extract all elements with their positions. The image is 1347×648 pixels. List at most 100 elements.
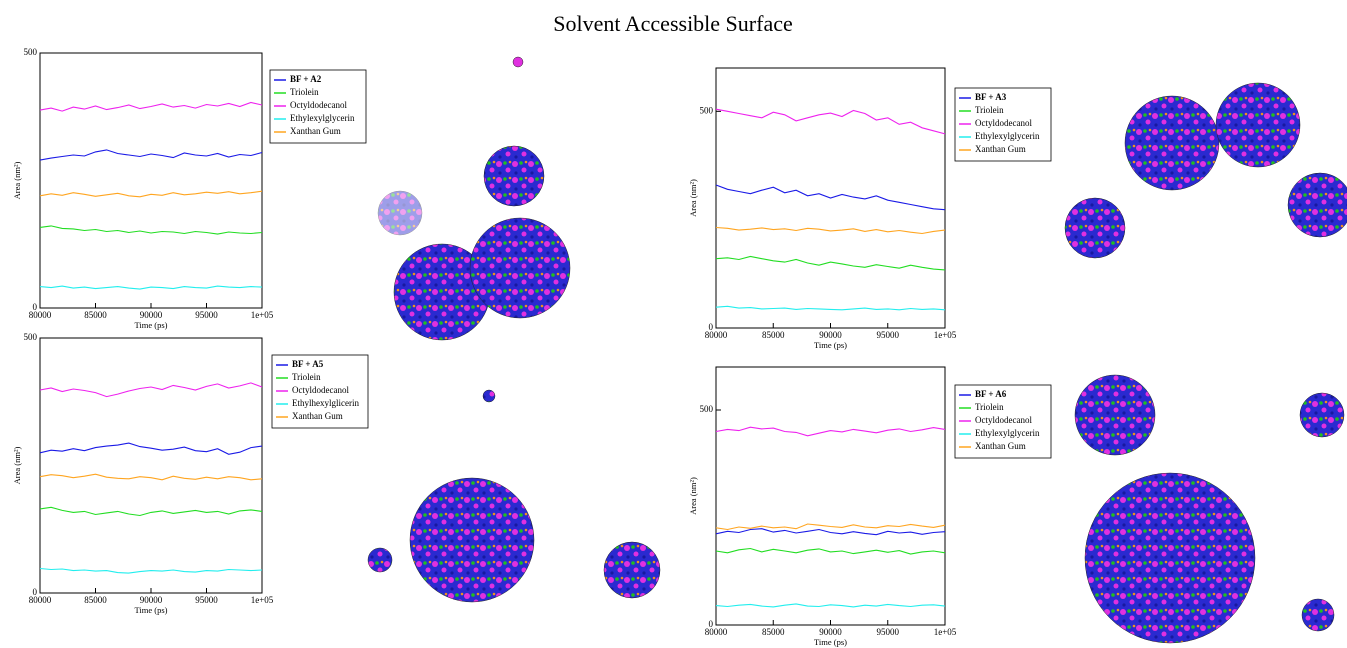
droplet — [483, 145, 545, 207]
series-line — [39, 473, 263, 481]
x-tick-label: 80000 — [705, 627, 728, 637]
legend-label: BF + A5 — [292, 359, 324, 369]
legend-label: Xanthan Gum — [292, 411, 343, 421]
y-axis-label: Area (nm²) — [688, 477, 698, 515]
legend-label: Xanthan Gum — [975, 144, 1026, 154]
legend-label: Triolein — [290, 87, 319, 97]
legend-label: Ethylhexylglicerin — [292, 398, 359, 408]
droplet — [409, 477, 535, 603]
y-axis-label: Area (nm²) — [12, 446, 22, 484]
x-axis-label: Time (ps) — [135, 605, 168, 615]
y-tick-label: 0 — [33, 587, 38, 597]
legend-label: Octyldodecanol — [290, 100, 347, 110]
series-line — [39, 506, 263, 517]
x-tick-label: 90000 — [140, 595, 163, 605]
series-line — [39, 225, 263, 235]
x-tick-label: 80000 — [705, 330, 728, 340]
x-tick-label: 85000 — [762, 330, 785, 340]
y-tick-label: 500 — [700, 105, 714, 115]
y-tick-label: 500 — [24, 332, 38, 342]
fragment — [512, 56, 524, 68]
legend-label: Octyldodecanol — [975, 415, 1032, 425]
series-line — [715, 528, 946, 536]
legend-label: BF + A6 — [975, 389, 1007, 399]
plot-area — [39, 337, 263, 594]
droplet — [603, 541, 661, 599]
x-tick-label: 90000 — [140, 310, 163, 320]
legend-label: Ethylexylglycerin — [975, 428, 1040, 438]
figure-title: Solvent Accessible Surface — [553, 11, 793, 36]
chart: 80000 85000 90000 95000 1e+05 0 500 Time (ps) Ar… — [688, 67, 1052, 350]
droplet — [1124, 95, 1220, 191]
legend-label: Xanthan Gum — [290, 126, 341, 136]
x-tick-label: 1e+05 — [251, 595, 274, 605]
y-tick-label: 500 — [700, 404, 714, 414]
x-axis-label: Time (ps) — [135, 320, 168, 330]
x-tick-label: 95000 — [195, 310, 218, 320]
series-line — [715, 305, 946, 311]
legend-label: Triolein — [975, 402, 1004, 412]
droplet — [469, 217, 571, 319]
chart: 80000 85000 90000 95000 1e+05 0 500 Time (ps) Ar… — [12, 332, 369, 615]
legend-label: BF + A2 — [290, 74, 322, 84]
droplet — [377, 190, 423, 236]
series-line — [39, 442, 263, 455]
series-line — [715, 255, 946, 271]
legend-label: Xanthan Gum — [975, 441, 1026, 451]
x-tick-label: 85000 — [84, 595, 107, 605]
series-line — [39, 382, 263, 398]
series-line — [715, 523, 946, 531]
x-tick-label: 90000 — [819, 330, 842, 340]
droplet — [1215, 82, 1301, 168]
droplet — [1287, 172, 1347, 238]
series-line — [39, 190, 263, 198]
y-tick-label: 0 — [709, 619, 714, 629]
x-tick-label: 85000 — [84, 310, 107, 320]
molecular-renderings — [367, 56, 1347, 644]
x-tick-label: 1e+05 — [934, 627, 957, 637]
legend-label: Triolein — [292, 372, 321, 382]
x-tick-label: 85000 — [762, 627, 785, 637]
series-line — [39, 149, 263, 161]
fragment — [1301, 598, 1335, 632]
x-axis-label: Time (ps) — [814, 637, 847, 647]
series-line — [39, 285, 263, 290]
x-axis-label: Time (ps) — [814, 340, 847, 350]
droplet — [1064, 197, 1126, 259]
series-line — [39, 101, 263, 112]
fragment — [482, 389, 496, 403]
fragment — [367, 547, 393, 573]
plot-area — [715, 366, 946, 626]
series-line — [715, 226, 946, 235]
x-tick-label: 95000 — [195, 595, 218, 605]
y-axis-label: Area (nm²) — [12, 161, 22, 199]
legend-label: BF + A3 — [975, 92, 1007, 102]
droplet — [1074, 374, 1156, 456]
legend-label: Ethylexylglycerin — [975, 131, 1040, 141]
x-tick-label: 90000 — [819, 627, 842, 637]
legend-label: Octyldodecanol — [975, 118, 1032, 128]
series-line — [715, 603, 946, 608]
series-line — [715, 426, 946, 437]
chart: 80000 85000 90000 95000 1e+05 0 500 Time (ps) Ar… — [688, 366, 1052, 647]
legend-label: Triolein — [975, 105, 1004, 115]
x-tick-label: 80000 — [29, 310, 52, 320]
series-line — [715, 108, 946, 135]
legend-label: Ethylexylglycerin — [290, 113, 355, 123]
y-tick-label: 0 — [709, 322, 714, 332]
x-tick-label: 95000 — [877, 627, 900, 637]
series-line — [715, 184, 946, 211]
y-tick-label: 500 — [24, 47, 38, 57]
x-tick-label: 1e+05 — [934, 330, 957, 340]
x-tick-label: 95000 — [877, 330, 900, 340]
chart: 80000 85000 90000 95000 1e+05 0 500 Time (ps) Ar… — [12, 47, 367, 330]
y-tick-label: 0 — [33, 302, 38, 312]
droplet — [1299, 392, 1345, 438]
droplet — [1084, 472, 1256, 644]
legend-label: Octyldodecanol — [292, 385, 349, 395]
y-axis-label: Area (nm²) — [688, 179, 698, 217]
series-line — [39, 567, 263, 574]
x-tick-label: 80000 — [29, 595, 52, 605]
x-tick-label: 1e+05 — [251, 310, 274, 320]
